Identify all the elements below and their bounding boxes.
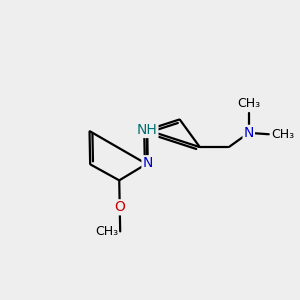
- Text: NH: NH: [137, 123, 158, 137]
- Text: N: N: [142, 156, 153, 170]
- Text: N: N: [244, 126, 254, 140]
- Text: CH₃: CH₃: [96, 225, 119, 239]
- Text: CH₃: CH₃: [272, 128, 295, 141]
- Text: CH₃: CH₃: [237, 97, 260, 110]
- Text: O: O: [114, 200, 125, 214]
